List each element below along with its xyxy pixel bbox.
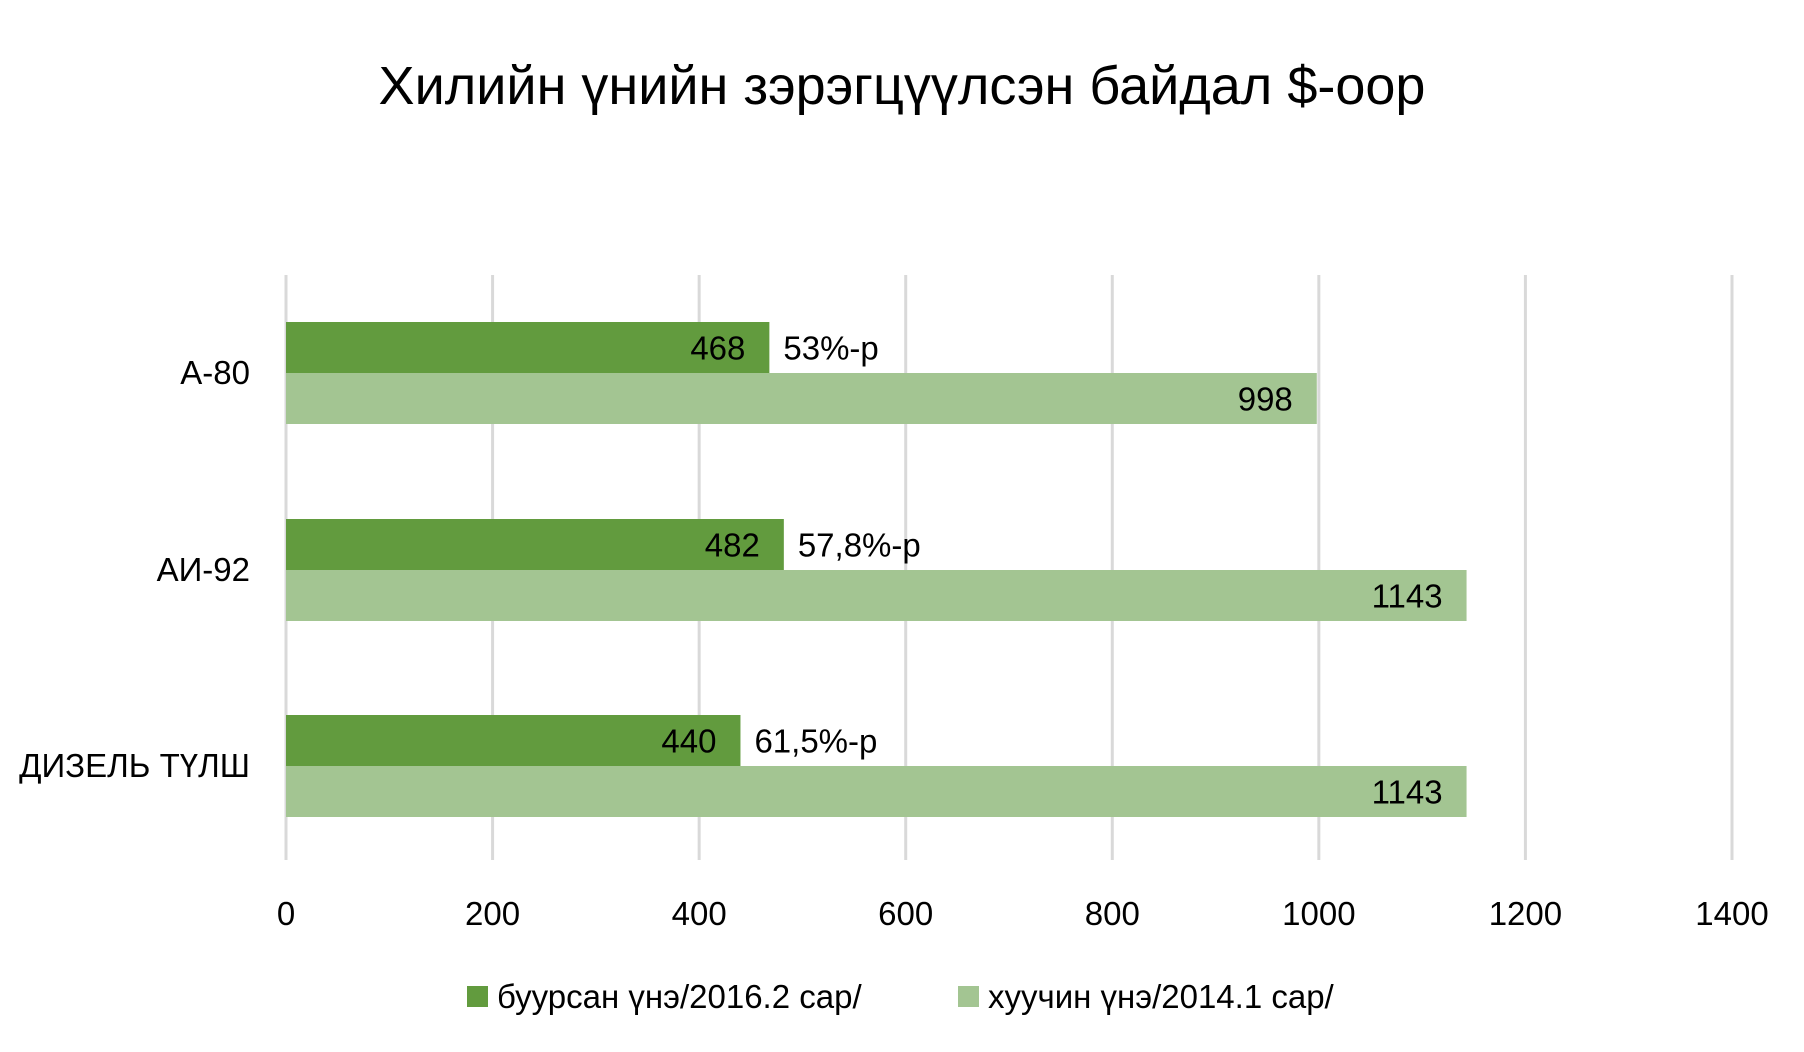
data-label: 468 [690,330,745,367]
bar-new-price-2 [286,519,784,570]
x-tick-label: 800 [1085,895,1140,932]
category-label: А-80 [180,354,250,391]
x-tick-label: 200 [465,895,520,932]
bars [286,322,1467,817]
legend-label-2: хуучин үнэ/2014.1 сар/ [988,978,1335,1015]
bar-new-price-1 [286,322,770,373]
data-labels: 468 53%-р 998 482 57,8%-р 1143 440 61,5%-р 1143 [661,330,1442,811]
data-label: 440 [661,723,716,760]
data-label: 998 [1238,381,1293,418]
legend: буурсан үнэ/2016.2 сар/хуучин үнэ/2014.1… [467,978,1335,1015]
category-axis: А-80 АИ-92 ДИЗЕЛЬ ТҮЛШ [19,354,250,784]
legend-swatch-2 [958,986,979,1007]
x-tick-label: 0 [277,895,295,932]
x-tick-label: 400 [672,895,727,932]
legend-swatch-1 [467,986,488,1007]
bar-old-price-2 [286,570,1467,621]
bar-old-price-3 [286,766,1467,817]
data-label: 1143 [1372,578,1443,615]
data-label: 1143 [1372,774,1443,811]
percent-annotation: 61,5%-р [754,723,877,760]
x-tick-label: 1000 [1282,895,1355,932]
percent-annotation: 53%-р [783,330,878,367]
value-axis: 0 200 400 600 800 1000 1200 1400 [277,895,1769,932]
data-label: 482 [705,527,760,564]
legend-label-1: буурсан үнэ/2016.2 сар/ [497,978,862,1015]
bar-old-price-1 [286,373,1317,424]
category-label: ДИЗЕЛЬ ТҮЛШ [19,747,250,784]
x-tick-label: 600 [878,895,933,932]
category-label: АИ-92 [157,551,250,588]
chart-title: Хилийн үнийн зэрэгцүүлсэн байдал $-оор [379,56,1426,116]
percent-annotation: 57,8%-р [798,527,921,564]
x-tick-label: 1400 [1695,895,1768,932]
bar-new-price-3 [286,715,741,766]
x-tick-label: 1200 [1489,895,1562,932]
